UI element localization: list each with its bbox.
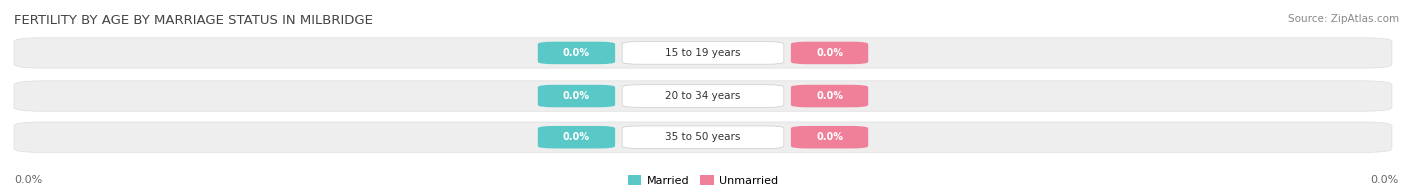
- FancyBboxPatch shape: [790, 42, 869, 64]
- Text: 0.0%: 0.0%: [815, 132, 844, 142]
- Text: 20 to 34 years: 20 to 34 years: [665, 91, 741, 101]
- FancyBboxPatch shape: [790, 126, 869, 149]
- Legend: Married, Unmarried: Married, Unmarried: [623, 171, 783, 191]
- Text: 0.0%: 0.0%: [562, 132, 591, 142]
- FancyBboxPatch shape: [621, 42, 785, 64]
- Text: 0.0%: 0.0%: [815, 91, 844, 101]
- Text: FERTILITY BY AGE BY MARRIAGE STATUS IN MILBRIDGE: FERTILITY BY AGE BY MARRIAGE STATUS IN M…: [14, 14, 373, 27]
- Text: 0.0%: 0.0%: [14, 175, 42, 185]
- FancyBboxPatch shape: [14, 81, 1392, 111]
- Text: 0.0%: 0.0%: [1371, 175, 1399, 185]
- FancyBboxPatch shape: [14, 38, 1392, 68]
- Text: 15 to 19 years: 15 to 19 years: [665, 48, 741, 58]
- FancyBboxPatch shape: [537, 126, 616, 149]
- Text: 35 to 50 years: 35 to 50 years: [665, 132, 741, 142]
- FancyBboxPatch shape: [621, 126, 785, 149]
- FancyBboxPatch shape: [790, 85, 869, 107]
- FancyBboxPatch shape: [537, 85, 616, 107]
- Text: 0.0%: 0.0%: [562, 91, 591, 101]
- FancyBboxPatch shape: [537, 42, 616, 64]
- Text: 0.0%: 0.0%: [562, 48, 591, 58]
- Text: Source: ZipAtlas.com: Source: ZipAtlas.com: [1288, 14, 1399, 24]
- Text: 0.0%: 0.0%: [815, 48, 844, 58]
- FancyBboxPatch shape: [621, 85, 785, 107]
- FancyBboxPatch shape: [14, 122, 1392, 152]
